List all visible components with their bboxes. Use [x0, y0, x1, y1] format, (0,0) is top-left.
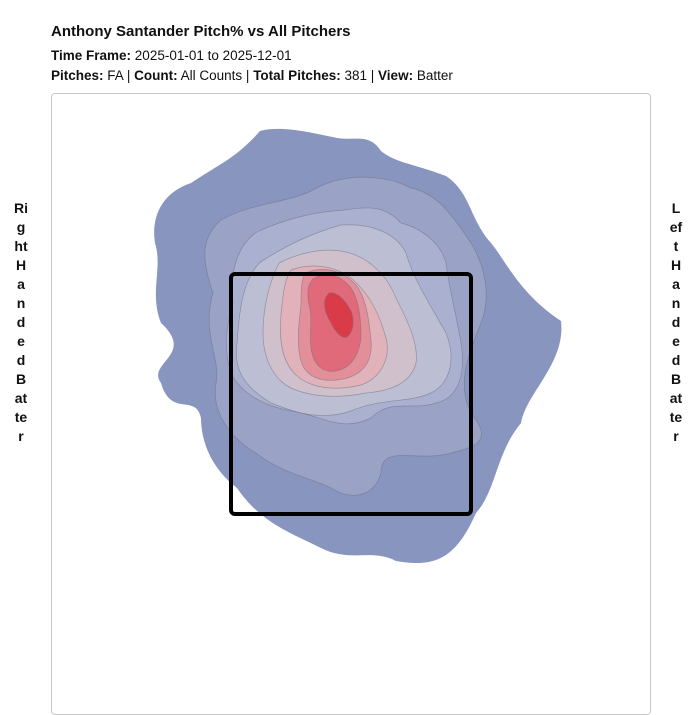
chart-header: Anthony Santander Pitch% vs All Pitchers…: [51, 22, 453, 86]
count-value: All Counts: [180, 68, 243, 83]
pitches-value: FA: [107, 68, 124, 83]
total-pitches-value: 381: [344, 68, 367, 83]
separator: |: [245, 68, 250, 83]
pitches-label: Pitches:: [51, 68, 104, 83]
pitch-heatmap: [154, 128, 562, 564]
separator: |: [126, 68, 131, 83]
contour-peak: [324, 292, 354, 338]
left-handed-batter-label: Left Handed Batter: [669, 200, 685, 444]
right-handed-batter-label: Right Handed Batter: [14, 200, 32, 444]
view-label: View:: [378, 68, 414, 83]
total-pitches-label: Total Pitches:: [253, 68, 341, 83]
time-frame-label: Time Frame:: [51, 48, 132, 63]
strike-zone: [229, 272, 473, 516]
filter-line: Pitches: FA | Count: All Counts | Total …: [51, 66, 453, 86]
separator: |: [370, 68, 375, 83]
time-frame-line: Time Frame: 2025-01-01 to 2025-12-01: [51, 46, 453, 66]
time-frame-value: 2025-01-01 to 2025-12-01: [134, 48, 292, 63]
chart-title: Anthony Santander Pitch% vs All Pitchers: [51, 23, 351, 40]
view-value: Batter: [416, 68, 453, 83]
heatmap-contours: [154, 128, 562, 564]
count-label: Count:: [134, 68, 178, 83]
